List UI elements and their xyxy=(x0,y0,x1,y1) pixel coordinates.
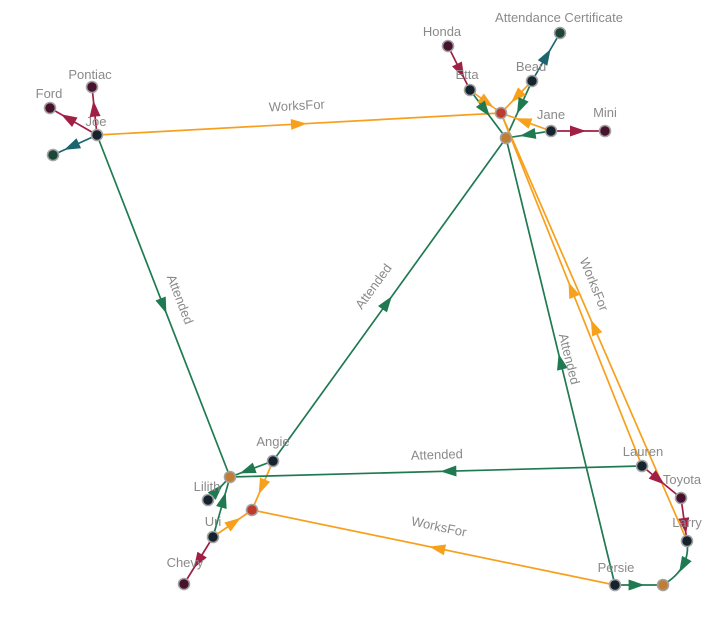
node-company_bottom[interactable] xyxy=(245,503,259,517)
node-chevy[interactable] xyxy=(177,577,191,591)
edge-label-worksfor: WorksFor xyxy=(410,513,469,539)
node-mini[interactable] xyxy=(598,124,612,138)
node-beau[interactable] xyxy=(525,74,539,88)
arrowhead-icon xyxy=(89,100,101,118)
arrowhead-icon xyxy=(378,296,392,313)
arrowhead-icon xyxy=(429,544,447,556)
node-label-att_cert: Attendance Certificate xyxy=(495,10,623,25)
node-label-honda: Honda xyxy=(423,24,462,39)
arrowhead-icon xyxy=(516,97,529,114)
nodes-layer xyxy=(43,26,694,592)
arrows-layer xyxy=(60,49,692,591)
arrowhead-icon xyxy=(60,114,78,128)
arrowhead-icon xyxy=(216,492,227,509)
arrowhead-icon xyxy=(628,579,645,591)
node-label-ford: Ford xyxy=(36,86,63,101)
arrowhead-icon xyxy=(258,477,271,495)
arrowhead-icon xyxy=(557,353,568,371)
node-label-pontiac: Pontiac xyxy=(68,67,112,82)
node-uri[interactable] xyxy=(206,530,220,544)
edges-layer xyxy=(49,32,689,586)
node-label-etta: Etta xyxy=(455,67,479,82)
arrowhead-icon xyxy=(510,87,527,103)
arrowhead-icon xyxy=(537,49,551,66)
node-label-larry: Larry xyxy=(672,515,702,530)
arrowhead-icon xyxy=(679,555,692,573)
edge-label-worksfor: WorksFor xyxy=(577,255,612,313)
node-label-joe: Joe xyxy=(86,114,107,129)
arrowhead-icon xyxy=(440,465,457,477)
arrowhead-icon xyxy=(477,93,494,108)
node-joe[interactable] xyxy=(90,128,104,142)
edge-label-worksfor: WorksFor xyxy=(268,97,325,115)
edge-lauren-event_bottom[interactable] xyxy=(229,465,643,478)
arrowhead-icon xyxy=(648,470,665,485)
node-larry[interactable] xyxy=(680,534,694,548)
arrowhead-icon xyxy=(515,118,533,129)
node-event_top[interactable] xyxy=(499,131,513,145)
node-ford[interactable] xyxy=(43,101,57,115)
arrowhead-icon xyxy=(678,517,690,534)
node-label-lilith: Lilith xyxy=(194,479,221,494)
arrowhead-icon xyxy=(475,100,490,117)
arrowhead-icon xyxy=(590,319,603,337)
arrowhead-icon xyxy=(224,517,241,532)
arrowhead-icon xyxy=(193,551,207,569)
node-lauren[interactable] xyxy=(635,459,649,473)
arrowhead-icon xyxy=(519,127,537,139)
node-company_top[interactable] xyxy=(494,106,508,120)
arrowhead-icon xyxy=(239,462,257,474)
node-pontiac[interactable] xyxy=(85,80,99,94)
node-label-mini: Mini xyxy=(593,105,617,120)
arrowhead-icon xyxy=(64,138,82,150)
node-cert1[interactable] xyxy=(46,148,60,162)
node-label-jane: Jane xyxy=(537,107,565,122)
arrowhead-icon xyxy=(207,484,223,500)
arrowhead-icon xyxy=(570,125,586,137)
edge-label-attended: Attended xyxy=(411,446,464,463)
node-label-toyota: Toyota xyxy=(663,472,702,487)
node-att_cert[interactable] xyxy=(553,26,567,40)
node-label-beau: Beau xyxy=(516,59,546,74)
arrowhead-icon xyxy=(568,282,580,299)
node-label-lauren: Lauren xyxy=(623,444,663,459)
arrowhead-icon xyxy=(155,296,167,314)
node-lilith[interactable] xyxy=(201,493,215,507)
node-persie[interactable] xyxy=(608,578,622,592)
node-event_bottom[interactable] xyxy=(223,470,237,484)
node-label-persie: Persie xyxy=(598,560,635,575)
node-label-uri: Uri xyxy=(205,514,222,529)
arrowhead-icon xyxy=(290,118,307,130)
node-jane[interactable] xyxy=(544,124,558,138)
node-label-angie: Angie xyxy=(256,434,289,449)
node-honda[interactable] xyxy=(441,39,455,53)
node-etta[interactable] xyxy=(463,83,477,97)
node-toyota[interactable] xyxy=(674,491,688,505)
node-angie[interactable] xyxy=(266,454,280,468)
node-label-chevy: Chevy xyxy=(167,555,204,570)
arrowhead-icon xyxy=(452,61,465,79)
node-event_br[interactable] xyxy=(656,578,670,592)
